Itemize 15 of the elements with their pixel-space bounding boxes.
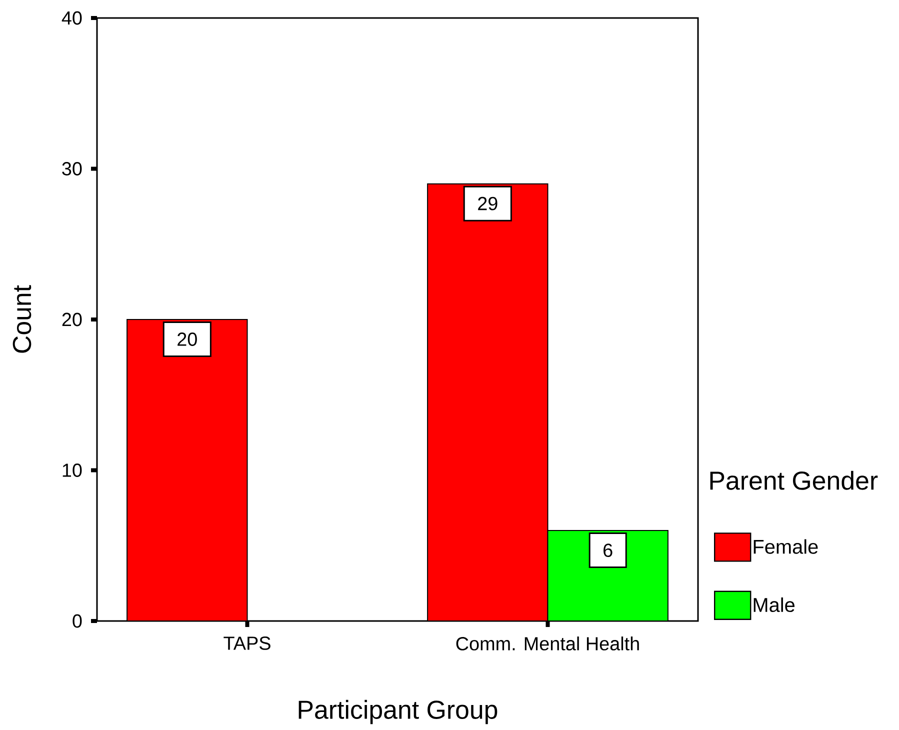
legend-title: Parent Gender xyxy=(710,470,878,490)
data-label: 6 xyxy=(604,544,612,558)
y-tick-label: 30 xyxy=(62,162,82,176)
legend-label: Female xyxy=(754,539,818,554)
x-axis-title: Participant Group xyxy=(298,700,498,724)
x-tick-label: Comm. Mental Health xyxy=(456,636,639,650)
legend-label: Male xyxy=(754,597,794,612)
data-label: 29 xyxy=(478,196,498,210)
y-tick-label: 40 xyxy=(62,11,82,25)
x-tick-label: TAPS xyxy=(224,636,270,650)
y-tick-label: 20 xyxy=(62,312,82,326)
y-axis-title: Count xyxy=(12,285,32,353)
data-label: 20 xyxy=(178,332,197,346)
y-tick-label: 0 xyxy=(72,614,82,628)
y-tick-label: 10 xyxy=(62,464,82,477)
